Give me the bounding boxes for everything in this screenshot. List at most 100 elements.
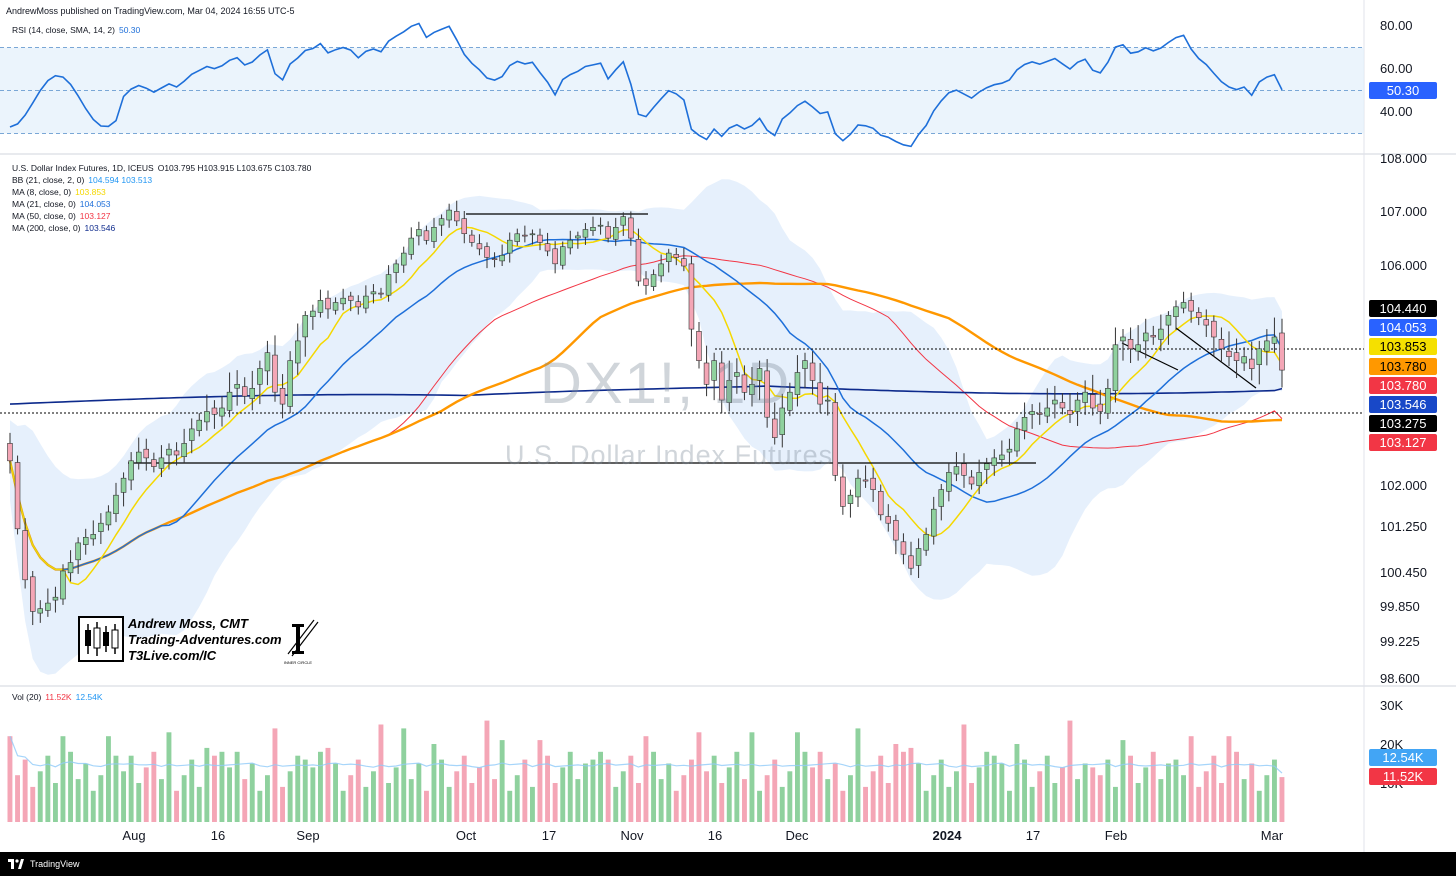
price-tick-label: 106.000 — [1380, 258, 1427, 273]
volume-bar — [408, 779, 414, 822]
volume-bar — [181, 775, 187, 822]
candle — [257, 368, 263, 385]
inner-circle-text: INNER CIRCLE — [284, 660, 313, 665]
candle — [317, 300, 324, 313]
volume-bar — [1272, 759, 1277, 822]
candle — [741, 374, 748, 393]
candle — [665, 252, 672, 263]
legend-row[interactable]: MA (8, close, 0) 103.853 — [12, 187, 106, 197]
price-badge: 103.853 — [1369, 338, 1437, 355]
legend-row[interactable]: U.S. Dollar Index Futures, 1D, ICEUS O103… — [12, 163, 311, 173]
candle — [968, 476, 975, 485]
orange-ma-line — [8, 281, 1283, 571]
candle — [794, 372, 801, 395]
candle — [14, 462, 21, 530]
volume-bar — [1029, 786, 1035, 822]
candle — [1127, 338, 1134, 350]
candle — [620, 216, 626, 226]
volume-legend[interactable]: Vol (20) 11.52K 12.54K — [12, 692, 103, 702]
candle — [1029, 411, 1035, 415]
volume-bar — [605, 759, 611, 822]
candle — [196, 419, 203, 431]
candle — [529, 233, 536, 236]
volume-bar — [885, 783, 891, 822]
tradingview-brand[interactable]: TradingView — [8, 859, 80, 869]
candle — [151, 459, 157, 467]
candle — [688, 263, 695, 330]
volume-bar — [522, 759, 528, 822]
legend-row[interactable]: MA (21, close, 0) 104.053 — [12, 199, 111, 209]
time-axis-label: 17 — [542, 828, 556, 843]
volume-bar — [189, 759, 195, 822]
volume-bar — [1090, 767, 1096, 822]
logo-line-1: Andrew Moss, CMT — [128, 616, 248, 631]
candle — [325, 297, 331, 310]
candle — [582, 229, 589, 238]
price-chart[interactable]: 80.00 60.00 40.00 108.000 107.000 106.000 102.… — [0, 0, 1456, 852]
volume-bar — [143, 767, 149, 822]
volume-bar — [159, 779, 164, 822]
candle — [1256, 348, 1263, 365]
volume-bar — [363, 786, 369, 822]
volume-bar — [1105, 759, 1111, 822]
volume-bar — [484, 720, 490, 822]
candle — [961, 463, 967, 476]
price-tick-label: 99.850 — [1380, 599, 1420, 614]
candle — [1105, 387, 1111, 414]
time-axis-label: 2024 — [933, 828, 963, 843]
volume-bar — [1158, 779, 1164, 822]
legend-row[interactable]: BB (21, close, 2, 0) 104.594 103.513 — [12, 175, 152, 185]
volume-bar — [477, 767, 482, 822]
volume-bar — [1143, 767, 1149, 822]
volume-badge: 12.54K — [1369, 749, 1437, 766]
rsi-legend[interactable]: RSI (14, close, SMA, 14, 2) 50.30 — [12, 25, 140, 35]
candle — [355, 301, 361, 308]
volume-bar — [371, 771, 376, 822]
volume-bar — [908, 747, 914, 822]
candle — [635, 239, 642, 282]
volume-bar — [878, 755, 884, 822]
price-tick-label: 98.600 — [1380, 671, 1420, 686]
volume-bar — [598, 751, 603, 822]
candle — [340, 297, 346, 305]
candle — [1173, 306, 1179, 317]
volume-bar — [1256, 790, 1262, 822]
legend-label: BB (21, close, 2, 0) — [12, 175, 85, 185]
candle — [173, 450, 180, 456]
volume-bar — [969, 783, 974, 822]
volume-bar — [196, 786, 202, 822]
volume-bar — [795, 732, 800, 822]
volume-tick-label: 20K — [1380, 737, 1403, 752]
candle — [628, 217, 634, 239]
volume-bar — [348, 775, 354, 822]
time-axis-label: Aug — [122, 828, 145, 843]
rsi-badge: 50.30 — [1369, 82, 1437, 99]
volume-bar — [1173, 759, 1179, 822]
volume-bar — [128, 755, 134, 822]
volume-bar — [1279, 777, 1285, 822]
candle — [1037, 412, 1043, 415]
candle — [877, 490, 884, 516]
volume-bar — [711, 755, 717, 822]
candles-logo-icon — [78, 616, 124, 662]
volume-bar — [719, 783, 725, 822]
candle — [423, 230, 430, 241]
legend-row[interactable]: MA (50, close, 0) 103.127 — [12, 211, 111, 221]
candle — [658, 263, 664, 277]
volume-bar — [560, 767, 566, 822]
candle — [650, 274, 657, 287]
candle — [590, 227, 596, 232]
volume-bar — [704, 771, 709, 822]
candle — [189, 428, 195, 441]
volume-bar — [1150, 751, 1156, 822]
volume-bar — [696, 732, 702, 822]
price-tick-label: 100.450 — [1380, 565, 1427, 580]
volume-bar — [302, 759, 308, 822]
candle — [696, 331, 702, 361]
volume-bar — [567, 751, 573, 822]
rsi-label: RSI (14, close, SMA, 14, 2) — [12, 25, 115, 35]
legend-row[interactable]: MA (200, close, 0) 103.546 — [12, 223, 115, 233]
volume-bar — [620, 771, 626, 822]
volume-bar — [530, 786, 535, 822]
volume-bar — [1128, 755, 1133, 822]
